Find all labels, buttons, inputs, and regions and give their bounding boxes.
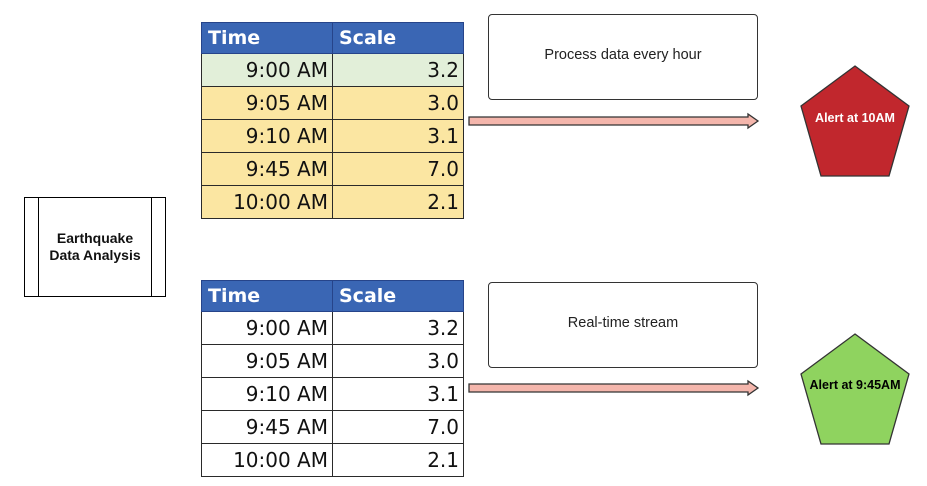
scale-cell: 3.0 <box>332 86 464 120</box>
scale-cell: 3.2 <box>332 53 464 87</box>
scale-cell: 3.1 <box>332 119 464 153</box>
time-cell: 9:00 AM <box>201 311 333 345</box>
scale-cell: 2.1 <box>332 185 464 219</box>
time-cell: 9:05 AM <box>201 86 333 120</box>
time-cell: 9:05 AM <box>201 344 333 378</box>
time-cell: 10:00 AM <box>201 185 333 219</box>
time-cell: 9:10 AM <box>201 119 333 153</box>
column-header-scale: Scale <box>332 22 464 54</box>
stream-data-table: Time Scale 9:00 AM 3.2 9:05 AM 3.0 9:10 … <box>201 280 464 477</box>
time-cell: 9:45 AM <box>201 152 333 186</box>
alert-stream-shape[interactable] <box>799 332 911 448</box>
time-cell: 9:45 AM <box>201 410 333 444</box>
alert-batch-shape[interactable] <box>799 64 911 180</box>
table-row: 9:05 AM 3.0 <box>201 344 464 378</box>
time-cell: 9:10 AM <box>201 377 333 411</box>
stream-process-label: Real-time stream <box>567 315 679 331</box>
table-row: 9:45 AM 7.0 <box>201 410 464 444</box>
time-cell: 10:00 AM <box>201 443 333 477</box>
scale-cell: 3.2 <box>332 311 464 345</box>
batch-data-table: Time Scale 9:00 AM 3.2 9:05 AM 3.0 9:10 … <box>201 22 464 219</box>
table-row: 9:05 AM 3.0 <box>201 86 464 120</box>
table-row: 9:10 AM 3.1 <box>201 377 464 411</box>
source-label: Earthquake Data Analysis <box>49 230 141 263</box>
table-row: 9:00 AM 3.2 <box>201 53 464 87</box>
scale-cell: 3.1 <box>332 377 464 411</box>
column-header-time: Time <box>201 280 333 312</box>
column-header-time: Time <box>201 22 333 54</box>
scale-cell: 3.0 <box>332 344 464 378</box>
table-row: 9:10 AM 3.1 <box>201 119 464 153</box>
process-left-bar <box>38 198 39 296</box>
alert-stream-label: Alert at 9:45AM <box>809 378 901 392</box>
table-row: 9:00 AM 3.2 <box>201 311 464 345</box>
table-row: 10:00 AM 2.1 <box>201 185 464 219</box>
scale-cell: 2.1 <box>332 443 464 477</box>
batch-process-label: Process data every hour <box>544 47 702 63</box>
time-cell: 9:00 AM <box>201 53 333 87</box>
column-header-scale: Scale <box>332 280 464 312</box>
stream-process-box[interactable]: Real-time stream <box>488 282 758 368</box>
batch-process-box[interactable]: Process data every hour <box>488 14 758 100</box>
scale-cell: 7.0 <box>332 410 464 444</box>
right-arrow-icon <box>468 379 760 397</box>
process-right-bar <box>151 198 152 296</box>
right-arrow-icon <box>468 112 760 130</box>
alert-batch-label: Alert at 10AM <box>815 111 895 125</box>
scale-cell: 7.0 <box>332 152 464 186</box>
table-row: 9:45 AM 7.0 <box>201 152 464 186</box>
earthquake-data-analysis-node[interactable]: Earthquake Data Analysis <box>24 197 166 297</box>
table-row: 10:00 AM 2.1 <box>201 443 464 477</box>
